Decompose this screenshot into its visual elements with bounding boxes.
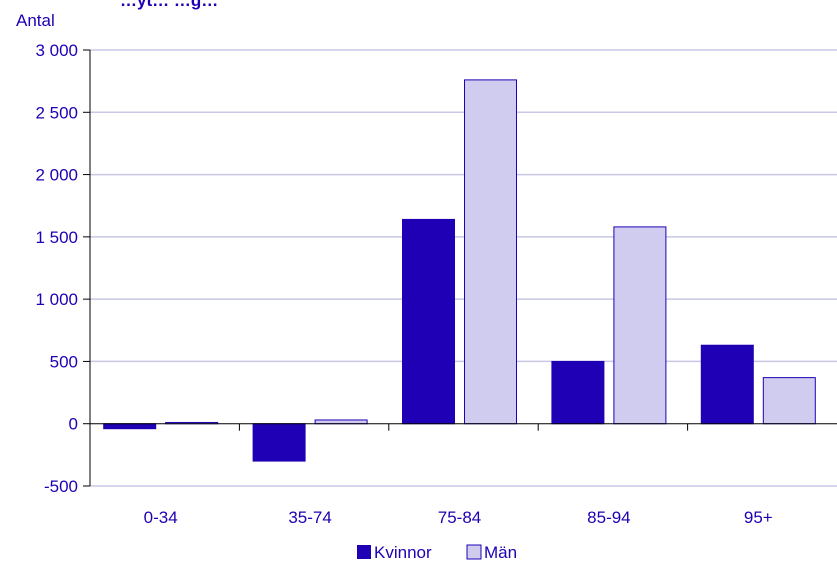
y-tick-label: 1 500 <box>35 228 78 247</box>
x-tick-label: 75-84 <box>438 508 481 527</box>
y-tick-label: 3 000 <box>35 41 78 60</box>
y-axis-label: Antal <box>16 11 55 30</box>
legend-label-man: Män <box>484 543 517 562</box>
y-tick-label: 2 000 <box>35 166 78 185</box>
legend-label-kvinnor: Kvinnor <box>374 543 432 562</box>
bar-kvinnor-85-94 <box>551 360 605 425</box>
bar-m-n-35-74 <box>314 419 368 425</box>
bars <box>103 79 816 462</box>
y-tick-label: -500 <box>44 477 78 496</box>
chart-title: …yt… …g… <box>120 0 218 10</box>
bar-kvinnor-35-74 <box>252 423 306 462</box>
axes <box>89 50 837 486</box>
x-tick-label: 0-34 <box>144 508 178 527</box>
y-tick-label: 0 <box>69 415 78 434</box>
legend-swatch-kvinnor <box>357 545 371 559</box>
bar-kvinnor-0-34 <box>103 423 157 430</box>
gridlines <box>90 49 837 487</box>
bar-m-n-75-84 <box>464 79 517 425</box>
y-tick-label: 1 000 <box>35 290 78 309</box>
y-tick-label: 500 <box>50 352 78 371</box>
bar-m-n-95+ <box>762 377 816 425</box>
bar-kvinnor-95+ <box>700 344 754 425</box>
legend-swatch-man <box>466 544 482 560</box>
legend: Kvinnor Män <box>357 543 517 562</box>
x-tick-label: 35-74 <box>288 508 331 527</box>
x-tick-labels: 0-34 35-74 75-84 85-94 95+ <box>144 508 773 527</box>
y-tick-labels: -500 0 500 1 000 1 500 2 000 2 500 3 000 <box>35 41 90 496</box>
x-tick-label: 85-94 <box>587 508 630 527</box>
bar-kvinnor-75-84 <box>402 218 455 425</box>
x-tick-label: 95+ <box>744 508 773 527</box>
y-tick-label: 2 500 <box>35 103 78 122</box>
bar-m-n-85-94 <box>613 226 667 425</box>
